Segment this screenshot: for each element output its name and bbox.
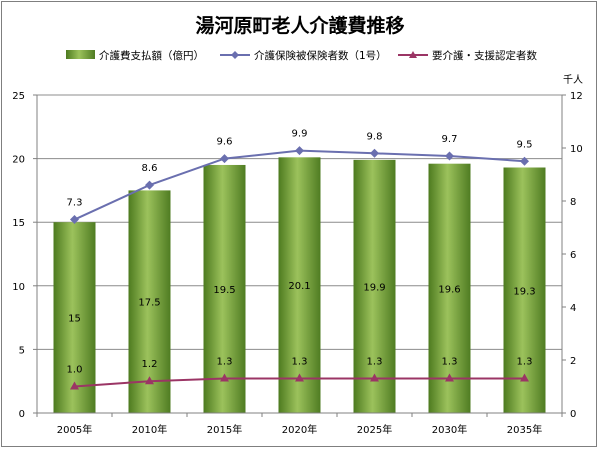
left-axis-tick-label: 0	[19, 409, 25, 420]
bar-value-label: 17.5	[138, 298, 160, 309]
certified-point	[145, 376, 154, 385]
legend-label-certified: 要介護・支援認定者数	[432, 49, 537, 62]
right-axis-tick-label: 12	[570, 91, 583, 102]
insured-point	[145, 180, 154, 190]
insured-value-label: 8.6	[142, 163, 158, 174]
x-axis-tick-label: 2010年	[132, 423, 167, 436]
insured-value-label: 7.3	[67, 198, 83, 209]
left-axis-tick-label: 15	[12, 218, 25, 229]
insured-value-label: 9.9	[292, 129, 308, 140]
bar	[503, 167, 546, 413]
certified-value-label: 1.3	[517, 357, 533, 368]
bar	[278, 157, 321, 413]
chart-title: 湯河原町老人介護費推移	[195, 14, 404, 37]
certified-point	[295, 373, 304, 382]
right-axis-tick-label: 8	[570, 197, 576, 208]
certified-point	[220, 373, 229, 382]
bar	[353, 159, 396, 413]
legend-swatch-certified-marker	[409, 51, 417, 58]
bar-value-label: 15	[68, 314, 81, 325]
certified-value-label: 1.3	[217, 357, 233, 368]
right-axis-tick-label: 0	[570, 409, 576, 420]
legend: 介護費支払額（億円） 介護保険被保険者数（1号） 要介護・支援認定者数	[66, 49, 537, 62]
left-axis-tick-label: 5	[19, 345, 25, 356]
bar-value-label: 19.3	[513, 286, 535, 297]
legend-label-insured: 介護保険被保険者数（1号）	[254, 49, 387, 62]
x-axis-tick-label: 2025年	[357, 423, 392, 436]
insured-value-label: 9.7	[442, 134, 458, 145]
right-axis-tick-label: 6	[570, 250, 576, 261]
right-axis-tick-label: 4	[570, 303, 576, 314]
left-axis-tick-label: 10	[12, 282, 25, 293]
legend-swatch-insured-marker	[231, 51, 239, 59]
bar-value-label: 19.5	[213, 285, 235, 296]
insured-point	[445, 151, 454, 161]
bar-value-label: 19.9	[363, 282, 385, 293]
x-axis-tick-label: 2035年	[507, 423, 542, 436]
bar-value-label: 19.6	[438, 284, 460, 295]
certified-point	[370, 373, 379, 382]
bar	[53, 222, 96, 413]
left-axis-tick-label: 20	[12, 155, 25, 166]
insured-value-label: 9.6	[217, 137, 233, 148]
bar	[128, 190, 171, 413]
insured-point	[70, 215, 79, 225]
bar	[203, 164, 246, 413]
certified-value-label: 1.3	[367, 357, 383, 368]
x-axis-tick-label: 2015年	[207, 423, 242, 436]
bar	[428, 163, 471, 413]
certified-value-label: 1.3	[292, 357, 308, 368]
certified-point	[520, 373, 529, 382]
legend-swatch-bar	[66, 50, 95, 59]
legend-label-expense: 介護費支払額（億円）	[99, 49, 204, 62]
certified-value-label: 1.2	[142, 359, 158, 370]
certified-point	[70, 381, 79, 390]
left-axis-tick-label: 25	[12, 91, 25, 102]
insured-value-label: 9.8	[367, 131, 383, 142]
insured-point	[520, 156, 529, 166]
insured-value-label: 9.5	[517, 139, 533, 150]
right-axis-tick-label: 2	[570, 356, 576, 367]
certified-point	[445, 373, 454, 382]
insured-point	[220, 154, 229, 164]
certified-value-label: 1.3	[442, 357, 458, 368]
x-axis-tick-label: 2030年	[432, 423, 467, 436]
insured-point	[295, 146, 304, 156]
plot-area: 0 5 10 15 20 25 0 2 4 6 8 10 12 2005年 2010年 2015年 2020年 2…	[12, 91, 582, 436]
certified-value-label: 1.0	[67, 365, 83, 376]
x-axis-tick-label: 2005年	[57, 423, 92, 436]
right-axis-unit: 千人	[563, 74, 583, 86]
right-axis-tick-label: 10	[570, 144, 583, 155]
x-axis-tick-label: 2020年	[282, 423, 317, 436]
insured-point	[370, 148, 379, 158]
bar-value-label: 20.1	[288, 281, 310, 292]
